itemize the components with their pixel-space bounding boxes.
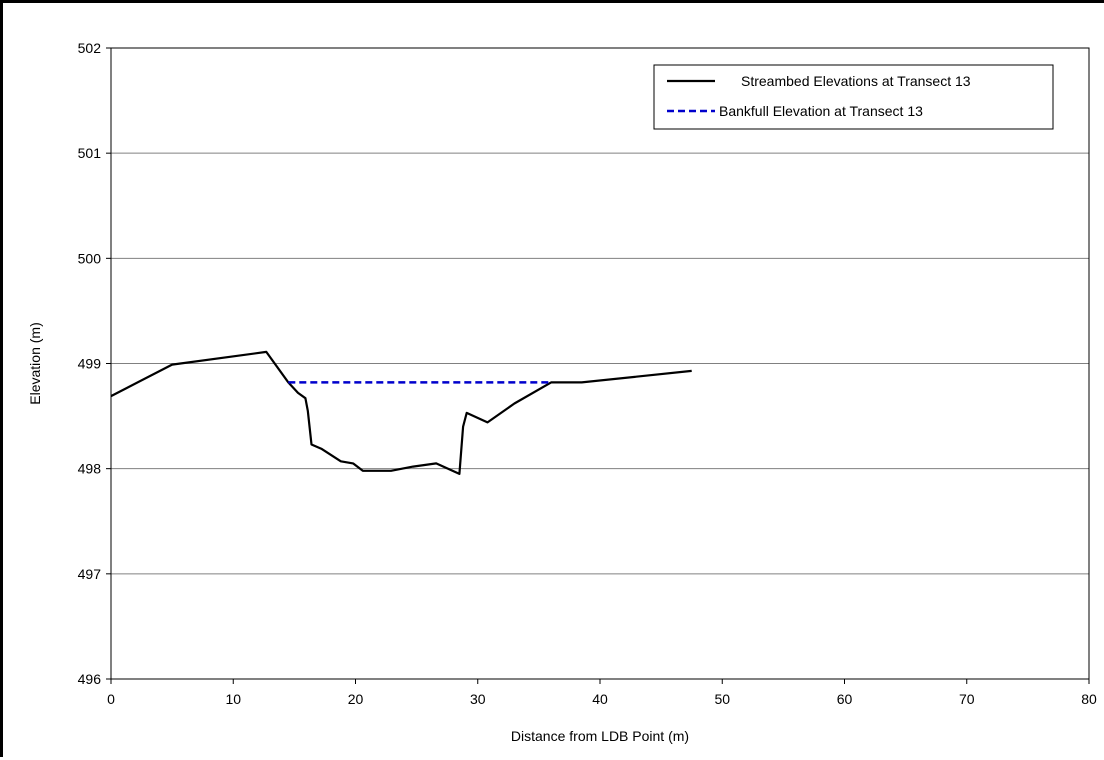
y-tick-label: 501 [78, 145, 102, 161]
x-tick-label: 60 [837, 691, 853, 707]
y-axis-title: Elevation (m) [27, 322, 43, 404]
x-tick-label: 10 [225, 691, 241, 707]
legend-label-bankfull: Bankfull Elevation at Transect 13 [719, 103, 923, 119]
y-tick-label: 496 [78, 671, 102, 687]
x-axis-title: Distance from LDB Point (m) [511, 728, 689, 744]
chart-svg: 496 497 498 499 500 501 502 0 10 20 30 40 50 60 70 80 D… [27, 40, 1097, 744]
y-tick-label: 500 [78, 250, 102, 266]
axes: 496 497 498 499 500 501 502 0 10 20 30 40 50 60 70 80 [78, 40, 1097, 707]
legend-label-streambed: Streambed Elevations at Transect 13 [741, 73, 971, 89]
series-line-streambed [110, 350, 692, 475]
y-tick-label: 498 [78, 461, 102, 477]
y-tick-label: 502 [78, 40, 102, 56]
x-tick-label: 20 [348, 691, 364, 707]
legend-box [653, 64, 1054, 130]
x-tick-label: 0 [107, 691, 115, 707]
y-tick-label: 497 [78, 566, 102, 582]
grid-lines [111, 152, 1089, 575]
x-tick-label: 70 [959, 691, 975, 707]
x-tick-label: 50 [714, 691, 730, 707]
legend: Streambed Elevations at Transect 13 Bank… [653, 64, 1054, 130]
x-tick-label: 30 [470, 691, 486, 707]
x-tick-label: 80 [1081, 691, 1097, 707]
series-lines [110, 350, 692, 475]
x-tick-label: 40 [592, 691, 608, 707]
y-tick-label: 499 [78, 356, 102, 372]
